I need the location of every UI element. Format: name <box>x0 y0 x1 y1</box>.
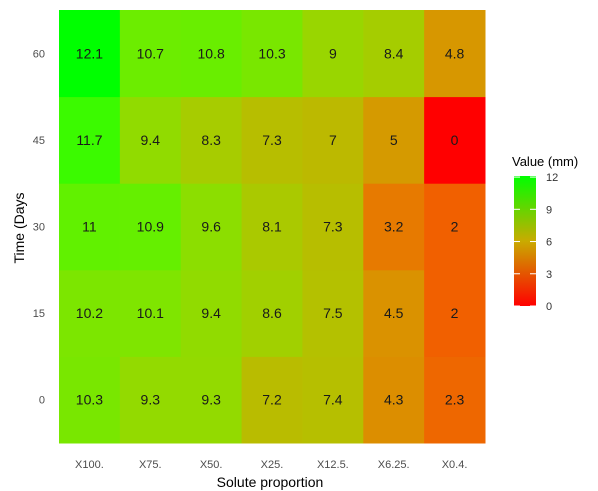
cell-value-label: 10.8 <box>198 45 225 61</box>
heatmap-cell <box>424 356 486 444</box>
heatmap-cell <box>302 10 364 98</box>
heatmap-cell <box>59 269 121 357</box>
cell-value-label: 9.4 <box>201 305 221 321</box>
heatmap-cells <box>59 10 486 444</box>
heatmap-cell <box>119 356 182 444</box>
heatmap-cell <box>424 96 486 184</box>
cell-value-label: 7.5 <box>323 305 343 321</box>
heatmap-cell <box>241 269 303 357</box>
cell-value-label: 10.1 <box>137 305 164 321</box>
cell-value-label: 4.5 <box>384 305 404 321</box>
x-tick-label: X50. <box>200 459 223 471</box>
legend-tick-label: 0 <box>546 301 552 313</box>
cell-value-label: 11 <box>82 219 97 235</box>
cell-value-label: 9.4 <box>141 132 161 148</box>
x-tick-label: X75. <box>139 459 162 471</box>
legend-title: Value (mm) <box>512 154 578 169</box>
cell-value-label: 8.1 <box>262 219 282 235</box>
heatmap-cell <box>119 10 182 98</box>
legend-tick-label: 12 <box>546 172 558 184</box>
y-tick-label: 0 <box>39 395 45 407</box>
cell-value-label: 10.9 <box>137 219 164 235</box>
cell-value-label: 9 <box>329 45 337 61</box>
legend-color-bar <box>514 176 536 306</box>
cell-value-label: 10.7 <box>137 45 164 61</box>
cell-value-label: 8.3 <box>201 132 221 148</box>
cell-value-label: 7.3 <box>262 132 282 148</box>
heatmap-cell <box>302 356 364 444</box>
legend-tick-label: 3 <box>546 269 552 281</box>
cell-value-label: 9.3 <box>141 392 161 408</box>
heatmap-cell <box>119 183 182 271</box>
heatmap-cell <box>363 356 425 444</box>
heatmap-cell <box>119 269 182 357</box>
cell-value-label: 2.3 <box>445 392 465 408</box>
cell-value-label: 8.6 <box>262 305 282 321</box>
heatmap-cell <box>363 10 425 98</box>
heatmap-cell <box>241 10 303 98</box>
cell-value-label: 4.3 <box>384 392 404 408</box>
cell-value-label: 10.3 <box>76 392 103 408</box>
heatmap-cell <box>241 96 303 184</box>
cell-value-label: 7.3 <box>323 219 343 235</box>
cell-value-label: 10.3 <box>258 45 285 61</box>
heatmap-cell <box>363 269 425 357</box>
legend-tick-label: 6 <box>546 237 552 249</box>
cell-value-label: 2 <box>451 219 459 235</box>
cell-value-label: 11.7 <box>76 132 102 148</box>
heatmap-cell <box>241 183 303 271</box>
legend-tick-labels: 12 9 6 3 0 <box>514 172 558 313</box>
cell-value-labels: 10.3 9.3 9.3 7.2 7.4 4.3 2.3 10.2 10.1 9.4 8.6 7.5 4… <box>76 45 465 407</box>
x-tick-label: X6.25. <box>378 459 410 471</box>
heatmap-cell <box>424 10 486 98</box>
cell-value-label: 7 <box>329 132 337 148</box>
y-axis-tick-labels: 0 15 30 45 60 <box>33 48 45 406</box>
cell-value-label: 10.2 <box>76 305 103 321</box>
x-tick-label: X12.5. <box>317 459 349 471</box>
cell-value-label: 7.4 <box>323 392 343 408</box>
cell-value-label: 12.1 <box>76 45 103 61</box>
heatmap-cell <box>180 183 243 271</box>
x-axis-title: Solute proportion <box>217 474 324 490</box>
cell-value-label: 4.8 <box>445 45 465 61</box>
cell-value-label: 7.2 <box>262 392 282 408</box>
heatmap-cell <box>424 183 486 271</box>
cell-value-label: 0 <box>451 132 459 148</box>
cell-value-label: 9.3 <box>201 392 221 408</box>
heatmap-cell <box>180 269 243 357</box>
heatmap-cell <box>241 356 303 444</box>
y-tick-label: 60 <box>33 48 45 60</box>
x-axis-tick-labels: X100. X75. X50. X25. X12.5. X6.25. X0.4. <box>75 459 467 471</box>
cell-value-label: 5 <box>390 132 398 148</box>
heatmap-cell <box>180 356 243 444</box>
heatmap-cell <box>302 96 364 184</box>
cell-value-label: 3.2 <box>384 219 404 235</box>
heatmap-cell <box>180 96 243 184</box>
y-tick-label: 45 <box>33 135 45 147</box>
x-tick-label: X25. <box>261 459 284 471</box>
y-tick-label: 15 <box>33 308 45 320</box>
x-tick-label: X100. <box>75 459 104 471</box>
y-tick-label: 30 <box>33 222 45 234</box>
cell-value-label: 2 <box>451 305 459 321</box>
heatmap-cell <box>363 183 425 271</box>
heatmap-cell <box>59 356 121 444</box>
legend: Value (mm) 12 9 6 3 0 <box>512 154 578 313</box>
heatmap-cell <box>59 183 121 271</box>
heatmap-cell <box>302 183 364 271</box>
heatmap-cell <box>424 269 486 357</box>
heatmap-cell <box>119 96 182 184</box>
y-axis-title: Time (Days <box>11 192 27 263</box>
heatmap-cell <box>363 96 425 184</box>
heatmap-cell <box>59 10 121 98</box>
heatmap-cell <box>59 96 121 184</box>
heatmap-cell <box>180 10 243 98</box>
cell-value-label: 8.4 <box>384 45 404 61</box>
legend-tick-label: 9 <box>546 204 552 216</box>
cell-value-label: 9.6 <box>201 219 221 235</box>
x-tick-label: X0.4. <box>442 459 468 471</box>
heatmap-cell <box>302 269 364 357</box>
